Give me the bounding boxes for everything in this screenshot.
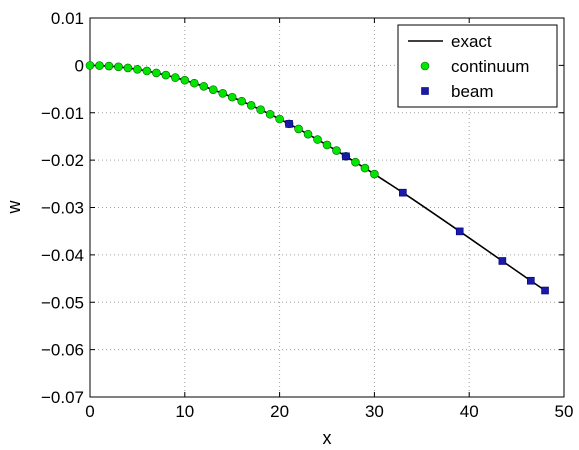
x-tick-label: 50 — [555, 402, 574, 421]
x-tick-label: 30 — [365, 402, 384, 421]
data-point-beam — [285, 120, 293, 128]
y-tick-label: −0.01 — [41, 104, 84, 123]
x-tick-label: 20 — [270, 402, 289, 421]
data-point-continuum — [237, 96, 246, 106]
data-point-continuum — [208, 85, 218, 94]
data-point-beam — [455, 227, 464, 236]
data-point-continuum — [114, 62, 123, 72]
data-point-continuum — [360, 163, 370, 173]
x-axis-label: x — [323, 428, 332, 448]
y-tick-label: 0.01 — [51, 9, 84, 28]
y-tick-label: −0.03 — [41, 199, 84, 218]
data-point-continuum — [246, 101, 256, 110]
y-tick-label: −0.06 — [41, 341, 84, 360]
data-point-continuum — [256, 105, 265, 115]
data-point-beam — [342, 152, 350, 161]
data-point-beam — [541, 286, 549, 295]
y-tick-label: −0.02 — [41, 151, 84, 170]
data-point-continuum — [370, 169, 379, 179]
data-point-continuum — [294, 124, 303, 134]
data-point-continuum — [171, 73, 180, 82]
data-point-continuum — [275, 114, 284, 124]
legend-label-continuum: continuum — [451, 57, 529, 76]
y-tick-label: 0 — [75, 56, 84, 75]
data-point-continuum — [218, 89, 228, 98]
data-point-continuum — [322, 140, 332, 150]
data-point-continuum — [180, 75, 190, 85]
data-point-continuum — [265, 109, 275, 119]
data-point-continuum — [152, 68, 161, 78]
axes — [89, 17, 565, 398]
data-point-continuum — [161, 70, 171, 80]
legend-label-exact: exact — [451, 32, 492, 51]
data-point-continuum — [123, 63, 133, 73]
data-point-continuum — [227, 92, 237, 102]
series-layer — [85, 61, 549, 295]
x-tick-label: 40 — [460, 402, 479, 421]
tick-labels: 0 10 20 30 40 50 0.01 0 −0.01 −0.02 −0.03 −0.04 −0.0… — [41, 9, 573, 421]
data-point-continuum — [313, 135, 322, 144]
grid — [90, 18, 564, 397]
legend-swatch-beam — [421, 87, 429, 95]
data-point-beam — [498, 257, 507, 265]
data-point-continuum — [189, 78, 199, 88]
y-axis-label: w — [4, 200, 24, 215]
data-point-continuum — [104, 61, 114, 71]
data-point-continuum — [142, 66, 152, 76]
y-tick-label: −0.07 — [41, 388, 84, 407]
x-tick-label: 0 — [85, 402, 94, 421]
data-point-continuum — [95, 61, 104, 70]
data-point-continuum — [85, 61, 95, 70]
legend-swatch-continuum — [420, 61, 430, 71]
legend: exact continuum beam — [397, 24, 558, 108]
x-tick-label: 10 — [175, 402, 194, 421]
legend-label-beam: beam — [451, 82, 494, 101]
data-point-beam — [399, 188, 407, 197]
y-tick-label: −0.05 — [41, 293, 84, 312]
data-point-continuum — [199, 82, 209, 91]
data-point-continuum — [303, 129, 313, 139]
data-point-beam — [527, 276, 535, 285]
data-point-continuum — [133, 65, 142, 74]
data-point-continuum — [351, 157, 360, 167]
data-point-continuum — [332, 146, 341, 155]
y-tick-label: −0.04 — [41, 246, 84, 265]
